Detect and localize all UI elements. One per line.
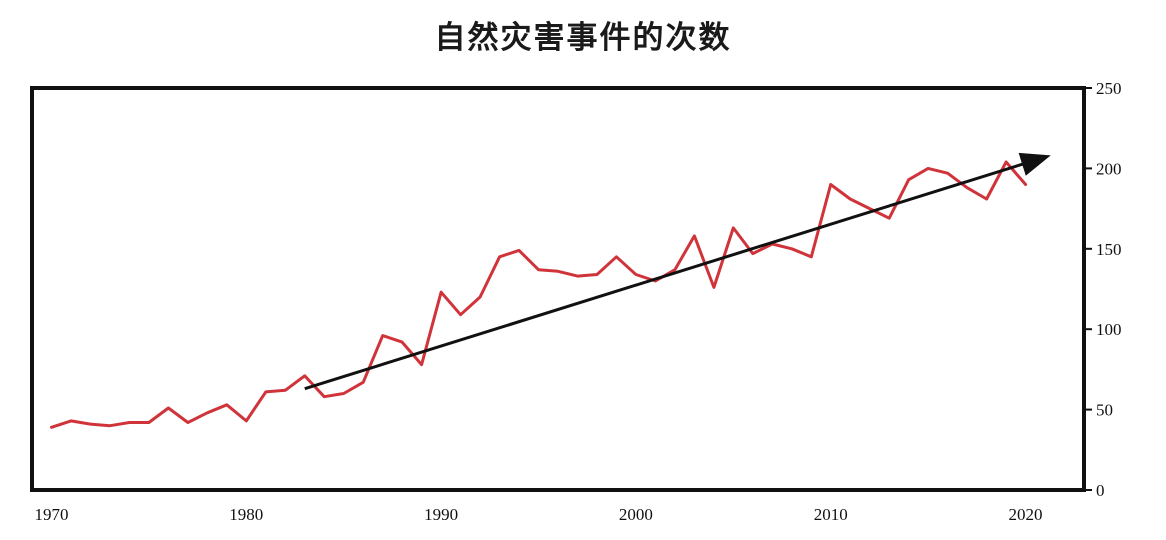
y-tick-label: 150 [1096, 240, 1122, 259]
y-tick-label: 0 [1096, 481, 1105, 500]
annotation-layer [304, 152, 1051, 391]
plot-frame [30, 86, 1086, 492]
x-tick-label: 1970 [34, 505, 68, 524]
x-tick-label: 2010 [814, 505, 848, 524]
y-axis: 0 50 100 150 200 250 [1084, 79, 1122, 500]
x-tick-label: 1990 [424, 505, 458, 524]
x-tick-label: 1980 [229, 505, 263, 524]
series-line [50, 160, 1028, 429]
y-tick-label: 50 [1096, 401, 1113, 420]
trend-arrow [304, 152, 1051, 391]
y-tick-label: 250 [1096, 79, 1122, 98]
chart-title: 自然灾害事件的次数 [434, 20, 732, 56]
y-tick-label: 100 [1096, 320, 1122, 339]
y-tick-label: 200 [1096, 159, 1122, 178]
x-axis: 1970 1980 1990 2000 2010 2020 [34, 505, 1042, 524]
x-tick-label: 2000 [619, 505, 653, 524]
x-tick-label: 2020 [1009, 505, 1043, 524]
series-layer [50, 160, 1028, 429]
